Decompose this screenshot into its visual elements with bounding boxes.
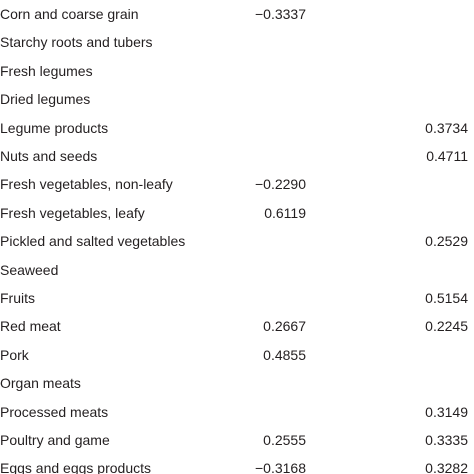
cell-value: 0.6119 (264, 204, 306, 221)
cell-value: 0.2529 (425, 233, 468, 250)
row-label: Legume products (0, 119, 109, 136)
cell-value: 0.4711 (426, 148, 468, 164)
row-label: Nuts and seeds (0, 148, 98, 164)
cell-value: 0.3282 (425, 460, 468, 474)
row-label: Poultry and game (0, 432, 110, 448)
cell-value: −0.3337 (255, 6, 306, 22)
cell-value: 0.2555 (263, 432, 306, 448)
row-label: Processed meats (0, 403, 109, 420)
cell-value: 0.2245 (425, 318, 468, 335)
row-label: Eggs and eggs products (0, 460, 151, 474)
row-label: Fruits (0, 290, 35, 306)
row-label: Seaweed (0, 261, 59, 278)
cell-value: −0.2290 (255, 176, 306, 193)
cell-value: 0.5154 (425, 290, 468, 306)
cell-value: 0.4855 (263, 346, 306, 363)
row-label: Pork (0, 346, 29, 363)
cell-value: 0.3734 (425, 119, 468, 136)
row-label: Organ meats (0, 375, 81, 392)
cell-value: 0.3335 (425, 432, 468, 448)
row-label: Corn and coarse grain (0, 6, 139, 22)
row-label: Pickled and salted vegetables (0, 233, 186, 250)
row-label: Dried legumes (0, 91, 91, 108)
cell-value: 0.3149 (425, 403, 468, 420)
cell-value: −0.3168 (255, 460, 306, 474)
row-label: Fresh legumes (0, 62, 93, 79)
row-label: Fresh vegetables, leafy (0, 204, 145, 221)
row-label: Starchy roots and tubers (0, 34, 153, 51)
row-label: Fresh vegetables, non-leafy (0, 176, 173, 193)
row-label: Red meat (0, 318, 61, 335)
cell-value: 0.2667 (263, 318, 306, 335)
